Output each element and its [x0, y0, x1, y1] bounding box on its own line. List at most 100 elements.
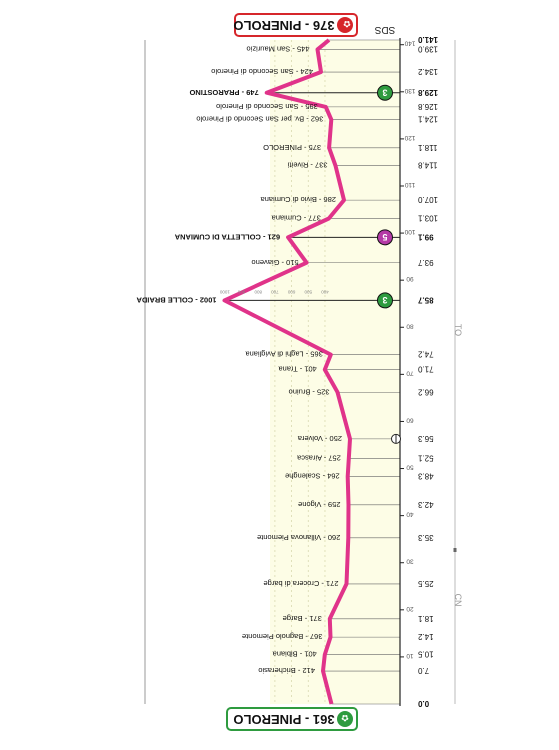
elevation-tick-label: 400 [321, 289, 329, 294]
location-label: 621 - COLLETTA DI CUMIANA [174, 232, 280, 241]
elevation-tick-label: 800 [254, 289, 262, 294]
km-label: 7.0 [417, 666, 429, 675]
km-tick-label: 90 [406, 275, 414, 282]
elevation-tick-label: 700 [271, 289, 279, 294]
climb-category-icon: 3 [377, 84, 393, 101]
climb-category-number: 3 [382, 87, 387, 97]
elevation-tick-label: 900 [237, 289, 245, 294]
km-tick-label: 40 [406, 511, 414, 518]
km-tick-label: 50 [406, 464, 414, 471]
location-label: 445 - San Maurizio [247, 44, 310, 53]
climb-category-number: 5 [382, 232, 387, 242]
km-tick-label: 20 [406, 605, 414, 612]
location-label: 395 - San Secondo di Pinerolo [216, 102, 318, 111]
location-label: 250 - Volvera [297, 434, 342, 443]
km-label: 52.1 [417, 454, 433, 463]
finish-badge-label: 376 - PINEROLO [233, 18, 334, 33]
km-tick-label: 100 [404, 228, 415, 235]
climb-category-number: 3 [382, 295, 387, 305]
km-label: 118.1 [417, 143, 437, 152]
location-label: 337 - Riveiti [288, 161, 328, 170]
km-label: 0.0 [417, 699, 429, 708]
start-badge: ✿ 361 - PINEROLO [226, 707, 358, 731]
km-tick-label: 10 [406, 652, 414, 659]
km-label: 42.3 [417, 500, 433, 509]
leader-lines [224, 39, 400, 705]
km-tick-label: 130 [404, 87, 415, 94]
elevation-tick-labels: 400 500 600 700 800 900 1000 [219, 289, 328, 294]
km-label: 114.8 [417, 161, 437, 170]
km-label: 74.2 [417, 350, 433, 359]
svg-text:✿: ✿ [341, 713, 349, 723]
location-label: 264 - Scalenghe [285, 472, 340, 481]
location-label: 371 - Barge [283, 614, 322, 623]
climb-category-icon: 5 [377, 229, 393, 246]
km-label: 141.0 [417, 35, 438, 44]
km-label: 10.5 [417, 650, 433, 659]
km-label: 126.8 [417, 102, 438, 111]
km-label: 25.5 [417, 579, 433, 588]
km-tick-label: 60 [406, 416, 414, 423]
location-label: 365 - Laghi di Avigliana [245, 350, 323, 359]
km-tick-label: 70 [406, 369, 414, 376]
km-label: 139.0 [417, 44, 438, 53]
location-label: 271 - Crocera di barge [263, 579, 338, 588]
finish-badge: ✿ 376 - PINEROLO [233, 13, 358, 37]
location-label: 362 - Bv. per San Secondo di Pinerolo [196, 115, 323, 124]
km-axis: 10 20 30 40 50 60 70 80 90 100 110 120 130 140 [144, 38, 457, 706]
km-label: 18.1 [417, 614, 433, 623]
location-label: 259 - Vigone [298, 500, 340, 509]
location-label: 1002 - COLLE BRAIDA [136, 295, 217, 304]
location-label: 367 - Bagnolo Piemonte [242, 632, 322, 641]
finish-flag-icon [337, 17, 353, 33]
location-label: 749 - PRAROSTINO [189, 88, 258, 97]
elevation-profile-line [222, 38, 352, 705]
grid-lines [274, 40, 326, 704]
location-label: 412 - Bricherasio [258, 666, 315, 675]
km-label: 93.7 [417, 258, 433, 267]
location-label: 401 - Trana [278, 365, 317, 374]
location-label: 286 - Bivio di Cumiana [260, 195, 336, 204]
elevation-tick-label: 1000 [219, 289, 230, 294]
km-label: 14.2 [417, 632, 433, 641]
km-label: 56.3 [417, 434, 433, 443]
km-label: 129.8 [417, 88, 438, 97]
location-label: 377 - Cumiana [271, 213, 321, 222]
km-label: 85.7 [417, 295, 433, 304]
location-labels: 412 - Bricherasio 401 - Bibiana 367 - Bagn… [136, 44, 342, 675]
location-label: 424 - San Secondo di Pinerolo [211, 67, 313, 76]
km-label: 66.2 [417, 387, 433, 396]
svg-text:✿: ✿ [343, 19, 351, 29]
sds-label: SDS [374, 24, 395, 35]
location-label: 375 - PINEROLO [263, 143, 321, 152]
km-tick-label: 80 [406, 322, 414, 329]
start-flag-icon [337, 711, 353, 727]
location-label: 510 - Giaveno [251, 258, 298, 267]
km-label: 134.2 [417, 67, 438, 76]
km-label: 124.1 [417, 115, 438, 124]
km-label: 71.0 [417, 365, 433, 374]
km-label: 99.1 [417, 232, 433, 241]
location-label: 401 - Bibiana [272, 650, 317, 659]
location-label: 257 - Airasca [296, 454, 341, 463]
km-label: 107.0 [417, 195, 438, 204]
intermediate-sprint-icon [391, 433, 401, 444]
elevation-tick-label: 500 [304, 289, 312, 294]
km-label: 48.3 [417, 472, 433, 481]
start-badge-label: 361 - PINEROLO [233, 712, 334, 727]
km-tick-label: 30 [406, 558, 414, 565]
region-label-to: TO [453, 324, 463, 336]
km-label: 35.3 [417, 533, 433, 542]
location-label: 325 - Bruino [289, 387, 330, 396]
region-label-cn: CN [453, 594, 463, 607]
elevation-tick-label: 600 [287, 289, 295, 294]
km-tick-label: 110 [404, 181, 415, 188]
km-tick-label: 120 [404, 134, 415, 141]
location-label: 260 - Villanova Piemonte [257, 533, 340, 542]
km-label: 103.1 [417, 213, 438, 222]
climb-markers: 3 5 3 [377, 84, 393, 309]
km-labels: 0.0 7.0 10.5 14.2 18.1 25.5 35.3 42.3 48.3 52.1 56… [417, 35, 438, 708]
climb-category-icon: 3 [377, 292, 393, 309]
